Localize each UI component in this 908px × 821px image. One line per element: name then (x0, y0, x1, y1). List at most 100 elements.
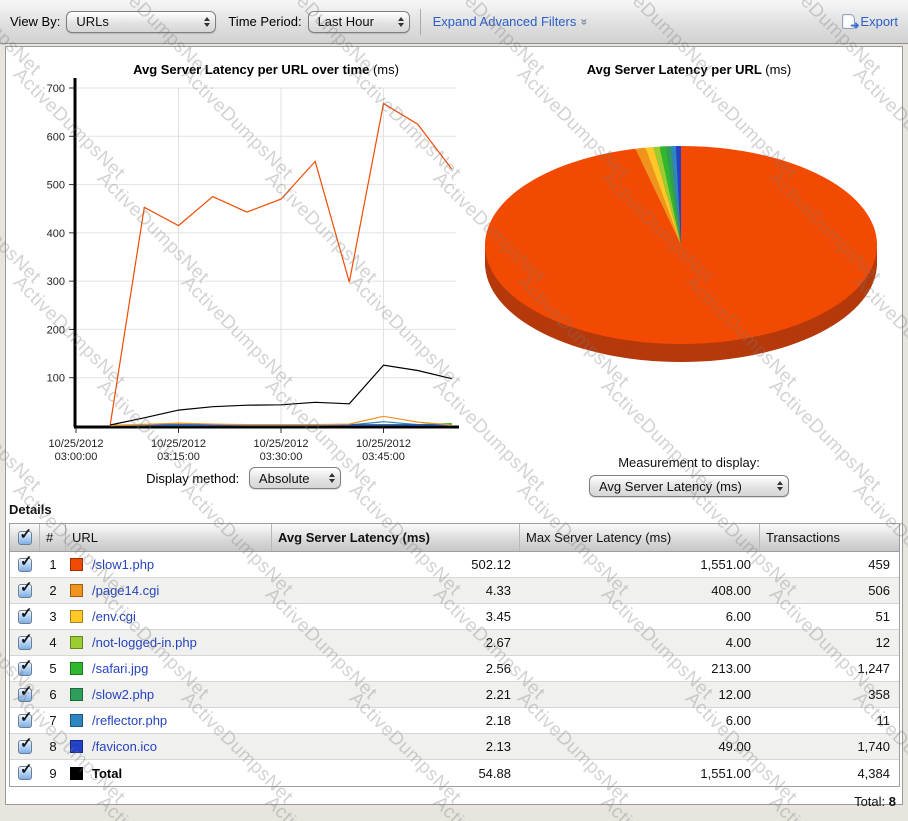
row-number: 9 (49, 765, 57, 781)
row-checkbox[interactable]: ✓ (18, 683, 33, 702)
table-row: ✓ 7 /reflector.php 2.18 6.00 11 (10, 708, 899, 734)
row-checkbox[interactable]: ✓ (18, 553, 33, 572)
series-color-swatch (70, 714, 83, 727)
check-icon: ✓ (20, 578, 33, 596)
transactions-value: 459 (868, 557, 890, 572)
row-number: 2 (49, 583, 57, 598)
time-period-value: Last Hour (317, 14, 374, 29)
expand-advanced-filters-link[interactable]: Expand Advanced Filters » (432, 14, 592, 29)
table-row: ✓ 9 Total 54.88 1,551.00 4,384 (10, 760, 899, 786)
transactions-value: 1,247 (857, 661, 890, 676)
svg-text:500: 500 (47, 180, 65, 192)
max-latency-value: 213.00 (711, 661, 751, 676)
avg-latency-value: 3.45 (485, 609, 511, 624)
table-header: ✓ # URL Avg Server Latency (ms) Max Serv… (10, 524, 899, 552)
url-link: Total (92, 765, 123, 781)
avg-latency-value: 4.33 (485, 583, 511, 598)
main-content: Avg Server Latency per URL over time (ms… (5, 46, 903, 809)
header-transactions[interactable]: Transactions (766, 530, 840, 545)
avg-latency-value: 54.88 (478, 765, 511, 781)
avg-latency-value: 2.13 (485, 739, 511, 754)
measurement-select[interactable]: Avg Server Latency (ms) (589, 475, 789, 497)
details-table: ✓ # URL Avg Server Latency (ms) Max Serv… (9, 523, 900, 787)
check-icon: ✓ (20, 630, 33, 648)
footer-total-value: 8 (888, 794, 896, 809)
url-link[interactable]: /env.cgi (92, 609, 136, 624)
time-period-select[interactable]: Last Hour (307, 10, 410, 33)
url-link[interactable]: /slow1.php (92, 557, 155, 572)
series-color-swatch (70, 662, 83, 675)
header-url[interactable]: URL (66, 524, 272, 551)
expand-advanced-filters-label: Expand Advanced Filters (432, 14, 577, 29)
measurement-label: Measurement to display: (618, 455, 760, 470)
table-row: ✓ 1 /slow1.php 502.12 1,551.00 459 (10, 552, 899, 578)
select-all-checkbox[interactable]: ✓ (17, 526, 32, 545)
row-checkbox[interactable]: ✓ (18, 761, 33, 780)
select-stepper-icon (777, 481, 783, 491)
table-row: ✓ 2 /page14.cgi 4.33 408.00 506 (10, 578, 899, 604)
view-by-label: View By: (10, 14, 61, 29)
toolbar-divider (419, 8, 421, 35)
series-color-swatch (70, 766, 83, 780)
svg-text:10/25/2012: 10/25/2012 (356, 438, 411, 450)
pie-chart: Avg Server Latency per URL (ms) (478, 55, 900, 458)
check-icon: ✓ (20, 656, 33, 674)
view-by-select[interactable]: URLs (66, 10, 217, 33)
check-icon: ✓ (19, 525, 33, 543)
row-number: 1 (49, 557, 57, 572)
display-method-row: Display method: Absolute (11, 467, 476, 489)
max-latency-value: 6.00 (725, 713, 751, 728)
max-latency-value: 1,551.00 (700, 557, 751, 572)
series-color-swatch (70, 688, 83, 701)
row-checkbox[interactable]: ✓ (18, 735, 33, 754)
export-label: Export (860, 14, 898, 29)
check-icon: ✓ (20, 552, 33, 570)
row-checkbox[interactable]: ✓ (18, 631, 33, 650)
export-button[interactable]: ➜ Export (842, 14, 898, 32)
series-color-swatch (70, 740, 83, 753)
display-method-label: Display method: (146, 470, 240, 486)
display-method-value: Absolute (258, 470, 310, 486)
check-icon: ✓ (20, 734, 33, 752)
max-latency-value: 12.00 (718, 687, 751, 702)
table-row: ✓ 8 /favicon.ico 2.13 49.00 1,740 (10, 734, 899, 760)
table-row: ✓ 4 /not-logged-in.php 2.67 4.00 12 (10, 630, 899, 656)
url-link[interactable]: /reflector.php (92, 713, 168, 728)
row-checkbox[interactable]: ✓ (18, 579, 33, 598)
header-number[interactable]: # (40, 524, 66, 551)
max-latency-value: 1,551.00 (700, 765, 751, 781)
row-checkbox[interactable]: ✓ (18, 709, 33, 728)
url-link[interactable]: /favicon.ico (92, 739, 158, 754)
time-period-label: Time Period: (228, 14, 302, 29)
svg-text:100: 100 (47, 373, 65, 385)
svg-text:200: 200 (47, 324, 65, 336)
svg-text:400: 400 (47, 228, 65, 240)
svg-text:10/25/2012: 10/25/2012 (48, 438, 103, 450)
header-avg-latency[interactable]: Avg Server Latency (ms) (272, 524, 520, 551)
header-max-latency[interactable]: Max Server Latency (ms) (520, 524, 760, 551)
series-color-swatch (70, 558, 83, 571)
url-link[interactable]: /slow2.php (92, 687, 155, 702)
avg-latency-value: 2.67 (485, 635, 511, 650)
row-checkbox[interactable]: ✓ (18, 657, 33, 676)
table-row: ✓ 5 /safari.jpg 2.56 213.00 1,247 (10, 656, 899, 682)
check-icon: ✓ (20, 761, 33, 778)
row-checkbox[interactable]: ✓ (18, 605, 33, 624)
svg-text:Avg Server Latency per URL (ms: Avg Server Latency per URL (ms) (587, 62, 791, 77)
svg-text:Avg Server Latency per URL ove: Avg Server Latency per URL over time (ms… (133, 62, 399, 77)
line-chart-svg: Avg Server Latency per URL over time (ms… (47, 62, 459, 463)
display-method-select[interactable]: Absolute (248, 467, 341, 489)
url-link[interactable]: /safari.jpg (92, 661, 149, 676)
toolbar: View By: URLs Time Period: Last Hour Exp… (0, 0, 908, 44)
url-link[interactable]: /not-logged-in.php (92, 635, 197, 650)
row-number: 6 (49, 687, 57, 702)
check-icon: ✓ (20, 682, 33, 700)
header-checkbox-cell: ✓ (10, 524, 40, 551)
table-row: ✓ 3 /env.cgi 3.45 6.00 51 (10, 604, 899, 630)
row-number: 4 (49, 635, 57, 650)
url-link[interactable]: /page14.cgi (92, 583, 160, 598)
svg-text:10/25/2012: 10/25/2012 (253, 438, 308, 450)
details-title: Details (9, 502, 52, 517)
select-stepper-icon (204, 16, 211, 27)
svg-text:03:30:00: 03:30:00 (260, 451, 303, 463)
